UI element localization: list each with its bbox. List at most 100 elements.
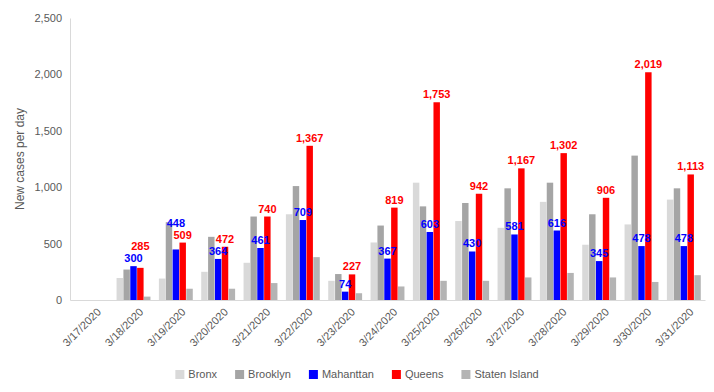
- bar: [179, 243, 185, 300]
- bar: [229, 289, 235, 300]
- x-tick: 3/18/2020: [102, 306, 145, 349]
- data-label: 2,019: [635, 58, 663, 70]
- legend-item: Staten Island: [461, 368, 538, 380]
- legend-item: Bronx: [175, 368, 217, 380]
- y-tick: 0: [56, 294, 70, 306]
- x-tick-label: 3/31/2020: [653, 306, 696, 349]
- bar: [681, 246, 687, 300]
- data-label: 740: [258, 203, 276, 215]
- x-tick: 3/20/2020: [187, 306, 230, 349]
- bar: [631, 156, 637, 300]
- bar: [313, 257, 319, 300]
- y-tick: 500: [44, 238, 70, 250]
- legend-item: Queens: [392, 368, 444, 380]
- bar: [271, 283, 277, 300]
- bar: [144, 297, 150, 300]
- legend-swatch: [309, 370, 318, 379]
- x-tick: 3/26/2020: [441, 306, 484, 349]
- bar: [596, 261, 602, 300]
- legend-swatch: [175, 370, 184, 379]
- bar: [667, 200, 673, 300]
- data-label: 906: [597, 184, 615, 196]
- x-tick: 3/22/2020: [272, 306, 315, 349]
- bar: [377, 226, 383, 300]
- y-axis-line: [70, 19, 71, 301]
- bar: [694, 275, 700, 300]
- y-axis: 05001,0001,5002,0002,500: [34, 12, 70, 306]
- legend-swatch: [392, 370, 401, 379]
- data-labels: 3002855094484723647404611,36770922774819…: [124, 58, 704, 289]
- bar: [582, 245, 588, 300]
- data-label: 478: [675, 232, 693, 244]
- legend-label: Bronx: [188, 368, 217, 380]
- x-tick: 3/24/2020: [356, 306, 399, 349]
- x-tick-label: 3/27/2020: [483, 306, 526, 349]
- x-tick: 3/31/2020: [653, 306, 696, 349]
- data-label: 1,302: [550, 139, 578, 151]
- data-label: 448: [167, 217, 185, 229]
- bar: [610, 277, 616, 300]
- bar: [427, 232, 433, 300]
- x-tick-label: 3/18/2020: [102, 306, 145, 349]
- y-tick-label: 1,500: [34, 125, 62, 137]
- y-axis-title: New cases per day: [13, 108, 27, 210]
- bar: [540, 202, 546, 300]
- legend-label: Queens: [405, 368, 444, 380]
- data-label: 430: [463, 237, 481, 249]
- y-tick: 1,000: [34, 181, 70, 193]
- bar: [518, 168, 524, 300]
- bar: [652, 282, 658, 300]
- x-tick-label: 3/17/2020: [60, 306, 103, 349]
- bar: [356, 293, 362, 300]
- bars: [117, 72, 701, 300]
- y-tick-label: 1,000: [34, 181, 62, 193]
- data-label: 478: [632, 232, 650, 244]
- y-tick-label: 2,000: [34, 68, 62, 80]
- bar: [130, 266, 136, 300]
- data-label: 1,167: [508, 154, 536, 166]
- bar: [462, 203, 468, 300]
- bar: [413, 183, 419, 300]
- series-bars: [144, 257, 701, 300]
- data-label: 709: [294, 206, 312, 218]
- data-label: 472: [216, 233, 234, 245]
- series-bars: [123, 156, 680, 300]
- data-label: 603: [421, 218, 439, 230]
- bar: [625, 224, 631, 300]
- bar: [250, 217, 256, 300]
- bar: [511, 234, 517, 300]
- x-tick-label: 3/30/2020: [610, 306, 653, 349]
- bar: [173, 249, 179, 300]
- data-label: 616: [548, 217, 566, 229]
- data-label: 819: [385, 194, 403, 206]
- data-label: 509: [174, 229, 192, 241]
- legend-label: Brooklyn: [248, 368, 291, 380]
- legend-item: Brooklyn: [235, 368, 291, 380]
- bar: [498, 228, 504, 300]
- y-tick: 1,500: [34, 125, 70, 137]
- bar: [137, 268, 143, 300]
- legend-item: Mahanttan: [309, 368, 374, 380]
- bar: [186, 289, 192, 300]
- series-bars: [117, 183, 674, 300]
- x-tick: 3/30/2020: [610, 306, 653, 349]
- x-tick: 3/25/2020: [399, 306, 442, 349]
- y-tick-label: 500: [44, 238, 62, 250]
- x-axis-line: [71, 300, 706, 301]
- data-label: 285: [131, 240, 149, 252]
- x-tick: 3/29/2020: [568, 306, 611, 349]
- legend-swatch: [461, 370, 470, 379]
- bar: [123, 270, 129, 300]
- bar: [674, 188, 680, 300]
- bar: [547, 183, 553, 300]
- bar: [166, 222, 172, 300]
- bar: [306, 146, 312, 300]
- bar: [201, 272, 207, 300]
- bar: [342, 292, 348, 300]
- bar: [483, 281, 489, 300]
- x-tick-label: 3/19/2020: [145, 306, 188, 349]
- data-label: 942: [470, 180, 488, 192]
- bar: [469, 251, 475, 300]
- data-label: 364: [209, 245, 228, 257]
- bar: [300, 220, 306, 300]
